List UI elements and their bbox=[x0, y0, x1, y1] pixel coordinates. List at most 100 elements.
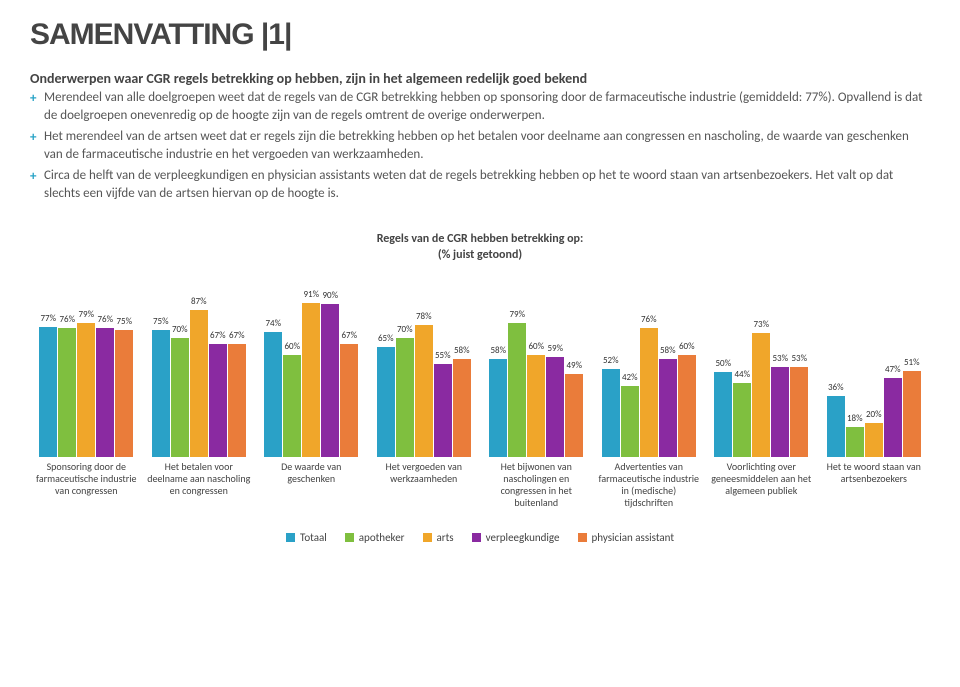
legend-label: Totaal bbox=[300, 531, 327, 544]
x-axis-label: Het te woord staan van artsenbezoekers bbox=[818, 461, 931, 509]
bullet-text: Het merendeel van de artsen weet dat er … bbox=[44, 128, 930, 163]
x-axis-labels: Sponsoring door de farmaceutische indust… bbox=[30, 461, 930, 509]
bullet-item: + Het merendeel van de artsen weet dat e… bbox=[30, 128, 930, 163]
bar-group: 36%18%20%47%51% bbox=[818, 371, 931, 458]
bar: 60% bbox=[678, 355, 696, 457]
legend-swatch bbox=[578, 533, 587, 542]
legend-item: verpleegkundige bbox=[472, 531, 560, 544]
bar-value-label: 60% bbox=[528, 341, 544, 352]
x-axis-label: Sponsoring door de farmaceutische indust… bbox=[30, 461, 143, 509]
summary-block: Onderwerpen waar CGR regels betrekking o… bbox=[30, 70, 930, 202]
legend-swatch bbox=[472, 533, 481, 542]
legend-swatch bbox=[286, 533, 295, 542]
bar-group: 52%42%76%58%60% bbox=[593, 328, 706, 457]
bar-value-label: 76% bbox=[59, 314, 75, 325]
chart-container: Regels van de CGR hebben betrekking op: … bbox=[30, 232, 930, 544]
bar: 79% bbox=[508, 323, 526, 457]
bar-value-label: 47% bbox=[885, 364, 901, 375]
bar-value-label: 70% bbox=[172, 324, 188, 335]
bar-value-label: 67% bbox=[229, 330, 245, 341]
chart-title-line1: Regels van de CGR hebben betrekking op: bbox=[30, 232, 930, 248]
bar-value-label: 53% bbox=[772, 353, 788, 364]
bullet-item: + Circa de helft van de verpleegkundigen… bbox=[30, 167, 930, 202]
bar-value-label: 42% bbox=[622, 372, 638, 383]
bar-group: 65%70%78%55%58% bbox=[368, 325, 481, 458]
bar-value-label: 75% bbox=[153, 316, 169, 327]
legend-label: apotheker bbox=[359, 531, 405, 544]
bar-value-label: 18% bbox=[847, 413, 863, 424]
bar: 49% bbox=[565, 374, 583, 457]
bar-value-label: 58% bbox=[454, 345, 470, 356]
bar-value-label: 79% bbox=[509, 309, 525, 320]
bar-group: 74%60%91%90%67% bbox=[255, 303, 368, 458]
bar-value-label: 52% bbox=[603, 355, 619, 366]
bar: 78% bbox=[415, 325, 433, 458]
bar-group: 75%70%87%67%67% bbox=[143, 310, 256, 458]
bar-value-label: 58% bbox=[490, 345, 506, 356]
bar-value-label: 76% bbox=[97, 314, 113, 325]
chart-legend: Totaal apotheker arts verpleegkundige physic… bbox=[30, 531, 930, 544]
legend-label: verpleegkundige bbox=[486, 531, 560, 544]
bullet-text: Merendeel van alle doelgroepen weet dat … bbox=[44, 89, 930, 124]
legend-item: Totaal bbox=[286, 531, 327, 544]
bar: 76% bbox=[58, 328, 76, 457]
bar: 50% bbox=[714, 372, 732, 457]
bar: 65% bbox=[377, 347, 395, 458]
bar: 55% bbox=[434, 364, 452, 458]
x-axis-label: Het vergoeden van werkzaamheden bbox=[368, 461, 481, 509]
bullet-item: + Merendeel van alle doelgroepen weet da… bbox=[30, 89, 930, 124]
bar-value-label: 75% bbox=[116, 316, 132, 327]
legend-swatch bbox=[345, 533, 354, 542]
bar: 53% bbox=[771, 367, 789, 457]
x-axis-label: De waarde van geschenken bbox=[255, 461, 368, 509]
bar: 90% bbox=[321, 304, 339, 457]
bar-group: 50%44%73%53%53% bbox=[705, 333, 818, 457]
bar: 79% bbox=[77, 323, 95, 457]
bar-value-label: 50% bbox=[715, 358, 731, 369]
bar-value-label: 90% bbox=[322, 290, 338, 301]
bar: 53% bbox=[790, 367, 808, 457]
plus-icon: + bbox=[30, 90, 44, 108]
bar-value-label: 73% bbox=[753, 319, 769, 330]
bar: 73% bbox=[752, 333, 770, 457]
bar: 74% bbox=[264, 332, 282, 458]
bar-value-label: 67% bbox=[341, 330, 357, 341]
bar: 51% bbox=[903, 371, 921, 458]
bar: 75% bbox=[152, 330, 170, 458]
x-axis-label: Het bijwonen van nascholingen en congres… bbox=[480, 461, 593, 509]
bar-value-label: 20% bbox=[866, 409, 882, 420]
legend-label: physician assistant bbox=[592, 531, 675, 544]
bar-value-label: 78% bbox=[416, 311, 432, 322]
bar-value-label: 79% bbox=[78, 309, 94, 320]
bar-value-label: 77% bbox=[40, 313, 56, 324]
bar-value-label: 49% bbox=[566, 360, 582, 371]
bar-value-label: 67% bbox=[210, 330, 226, 341]
bar: 18% bbox=[846, 427, 864, 458]
bar-value-label: 76% bbox=[641, 314, 657, 325]
bar: 52% bbox=[602, 369, 620, 457]
bar: 87% bbox=[190, 310, 208, 458]
legend-item: arts bbox=[423, 531, 454, 544]
bar: 20% bbox=[865, 423, 883, 457]
bar-value-label: 58% bbox=[660, 345, 676, 356]
plus-icon: + bbox=[30, 168, 44, 186]
bar-value-label: 91% bbox=[303, 289, 319, 300]
plus-icon: + bbox=[30, 129, 44, 147]
bar-value-label: 60% bbox=[679, 341, 695, 352]
x-axis-label: Voorlichting over geneesmiddelen aan het… bbox=[705, 461, 818, 509]
bar-value-label: 44% bbox=[734, 369, 750, 380]
bar: 67% bbox=[340, 344, 358, 458]
x-axis-label: Het betalen voor deelname aan nascholing… bbox=[143, 461, 256, 509]
legend-item: physician assistant bbox=[578, 531, 675, 544]
bullet-text: Circa de helft van de verpleegkundigen e… bbox=[44, 167, 930, 202]
bar-value-label: 55% bbox=[435, 350, 451, 361]
chart-title: Regels van de CGR hebben betrekking op: … bbox=[30, 232, 930, 263]
bar: 44% bbox=[733, 383, 751, 458]
bar: 91% bbox=[302, 303, 320, 458]
bar: 70% bbox=[396, 338, 414, 457]
bar: 60% bbox=[527, 355, 545, 457]
legend-item: apotheker bbox=[345, 531, 405, 544]
bar-value-label: 74% bbox=[265, 318, 281, 329]
bar-value-label: 53% bbox=[791, 353, 807, 364]
page-title: SAMENVATTING |1| bbox=[30, 18, 930, 52]
